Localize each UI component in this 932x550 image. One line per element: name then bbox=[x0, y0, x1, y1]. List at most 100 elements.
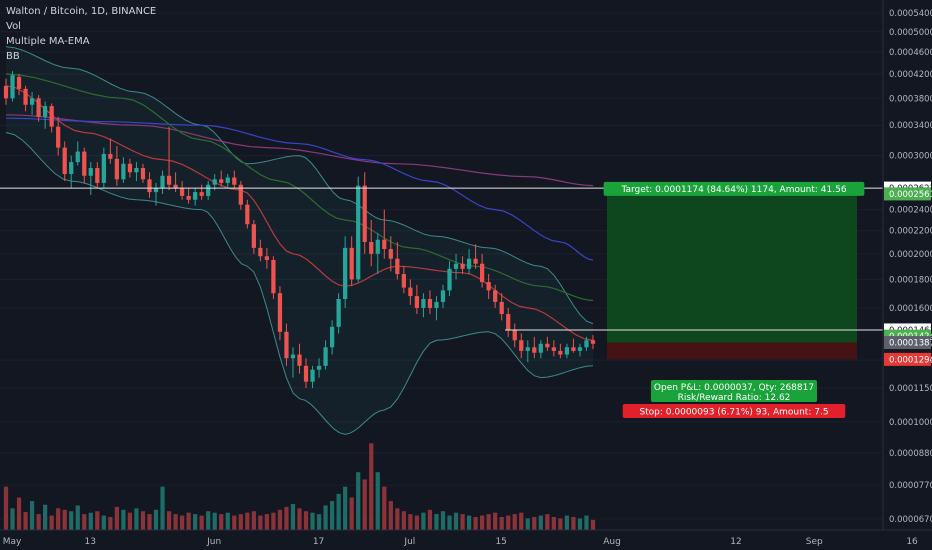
candle-body bbox=[29, 98, 35, 105]
volume-bar bbox=[421, 512, 426, 530]
volume-bar bbox=[401, 511, 406, 530]
x-tick-label: Aug bbox=[603, 537, 621, 547]
risk-reward-text: Risk/Reward Ratio: 12.62 bbox=[678, 393, 791, 403]
price-tag-bg bbox=[884, 187, 931, 201]
x-tick-label: Sep bbox=[806, 537, 823, 547]
candle-body bbox=[460, 263, 465, 269]
candle bbox=[329, 320, 335, 355]
volume-bar bbox=[49, 515, 54, 530]
candle bbox=[49, 103, 54, 133]
candle bbox=[153, 182, 159, 206]
candle bbox=[29, 91, 35, 115]
candle bbox=[95, 162, 100, 189]
volume-bar bbox=[447, 515, 452, 530]
candle bbox=[434, 296, 439, 321]
candle bbox=[480, 253, 485, 288]
candle bbox=[564, 343, 570, 359]
target-zone bbox=[607, 193, 857, 343]
candle-body bbox=[349, 247, 354, 280]
candle bbox=[251, 219, 256, 254]
target-label-text: Target: 0.0001174 (84.64%) 1174, Amount:… bbox=[620, 185, 846, 195]
candle-body bbox=[584, 340, 589, 348]
y-tick-label: 0.0001600 bbox=[889, 304, 932, 314]
candle bbox=[551, 340, 556, 357]
candle bbox=[297, 343, 302, 374]
x-tick-label: Jun bbox=[206, 537, 221, 547]
candle-body bbox=[238, 184, 243, 205]
candle-body bbox=[362, 185, 367, 243]
volume-bar bbox=[36, 514, 41, 530]
y-tick-label: 0.0005400 bbox=[889, 9, 932, 19]
x-tick-label: 17 bbox=[313, 537, 324, 547]
volume-bar bbox=[114, 506, 119, 530]
candle bbox=[238, 181, 243, 210]
volume-bar bbox=[375, 472, 380, 530]
volume-bar bbox=[127, 512, 133, 530]
candle bbox=[10, 71, 15, 102]
price-tag-text: 0.0001387 bbox=[889, 339, 932, 349]
symbol-title[interactable]: Walton / Bitcoin, 1D, BINANCE bbox=[6, 6, 157, 17]
volume-bar bbox=[434, 514, 439, 530]
volume-bar bbox=[414, 515, 420, 530]
candle bbox=[473, 244, 478, 269]
y-tick-label: 0.0000670 bbox=[889, 515, 932, 525]
x-tick-label: Jul bbox=[403, 537, 415, 547]
volume-bar bbox=[499, 517, 504, 530]
candle-body bbox=[82, 151, 87, 176]
candle bbox=[590, 335, 596, 350]
candle-body bbox=[532, 347, 537, 353]
candle bbox=[323, 340, 328, 370]
candle bbox=[525, 340, 530, 363]
volume-bar bbox=[336, 493, 341, 530]
candle bbox=[134, 162, 139, 182]
volume-bar bbox=[590, 519, 596, 530]
volume-bar bbox=[245, 512, 250, 530]
candle bbox=[264, 247, 270, 269]
candle-body bbox=[36, 98, 41, 117]
volume-bar bbox=[382, 486, 387, 530]
candle bbox=[193, 188, 198, 206]
candle bbox=[316, 358, 322, 378]
candle-body bbox=[101, 153, 106, 183]
candle-body bbox=[121, 163, 126, 180]
candle-body bbox=[69, 162, 74, 175]
volume-bar bbox=[512, 514, 517, 530]
volume-bar bbox=[284, 506, 289, 530]
candle-body bbox=[232, 177, 237, 185]
candle-body bbox=[88, 167, 93, 176]
candle bbox=[584, 336, 589, 351]
price-tag-text: 0.0002561 bbox=[889, 190, 932, 200]
candle bbox=[493, 284, 498, 308]
candle-body bbox=[388, 249, 393, 259]
candle bbox=[506, 307, 511, 337]
candle bbox=[466, 249, 472, 275]
candle bbox=[577, 343, 583, 357]
x-tick-label: 16 bbox=[906, 537, 918, 547]
candle-body bbox=[179, 188, 185, 196]
candle bbox=[108, 138, 113, 164]
candle-body bbox=[421, 298, 426, 308]
candle bbox=[56, 116, 61, 156]
volume-bar bbox=[219, 514, 224, 530]
volume-bar bbox=[101, 515, 106, 530]
candle-body bbox=[316, 365, 322, 370]
candle-body bbox=[473, 258, 478, 264]
candle bbox=[284, 323, 289, 366]
volume-bar bbox=[147, 514, 152, 530]
indicator-ma-ema[interactable]: Multiple MA-EMA bbox=[6, 36, 90, 47]
candle bbox=[349, 236, 354, 287]
candle-body bbox=[480, 263, 485, 283]
indicator-vol[interactable]: Vol bbox=[6, 21, 21, 32]
volume-bar bbox=[577, 518, 583, 530]
candle bbox=[571, 338, 576, 353]
volume-bar bbox=[453, 512, 459, 530]
y-tick-label: 0.0005000 bbox=[889, 28, 932, 38]
volume-bar bbox=[480, 515, 485, 530]
candle-body bbox=[186, 195, 191, 200]
indicator-bb[interactable]: BB bbox=[6, 51, 20, 62]
volume-bar bbox=[329, 501, 335, 530]
volume-bar bbox=[56, 508, 61, 530]
candle-body bbox=[336, 298, 341, 327]
